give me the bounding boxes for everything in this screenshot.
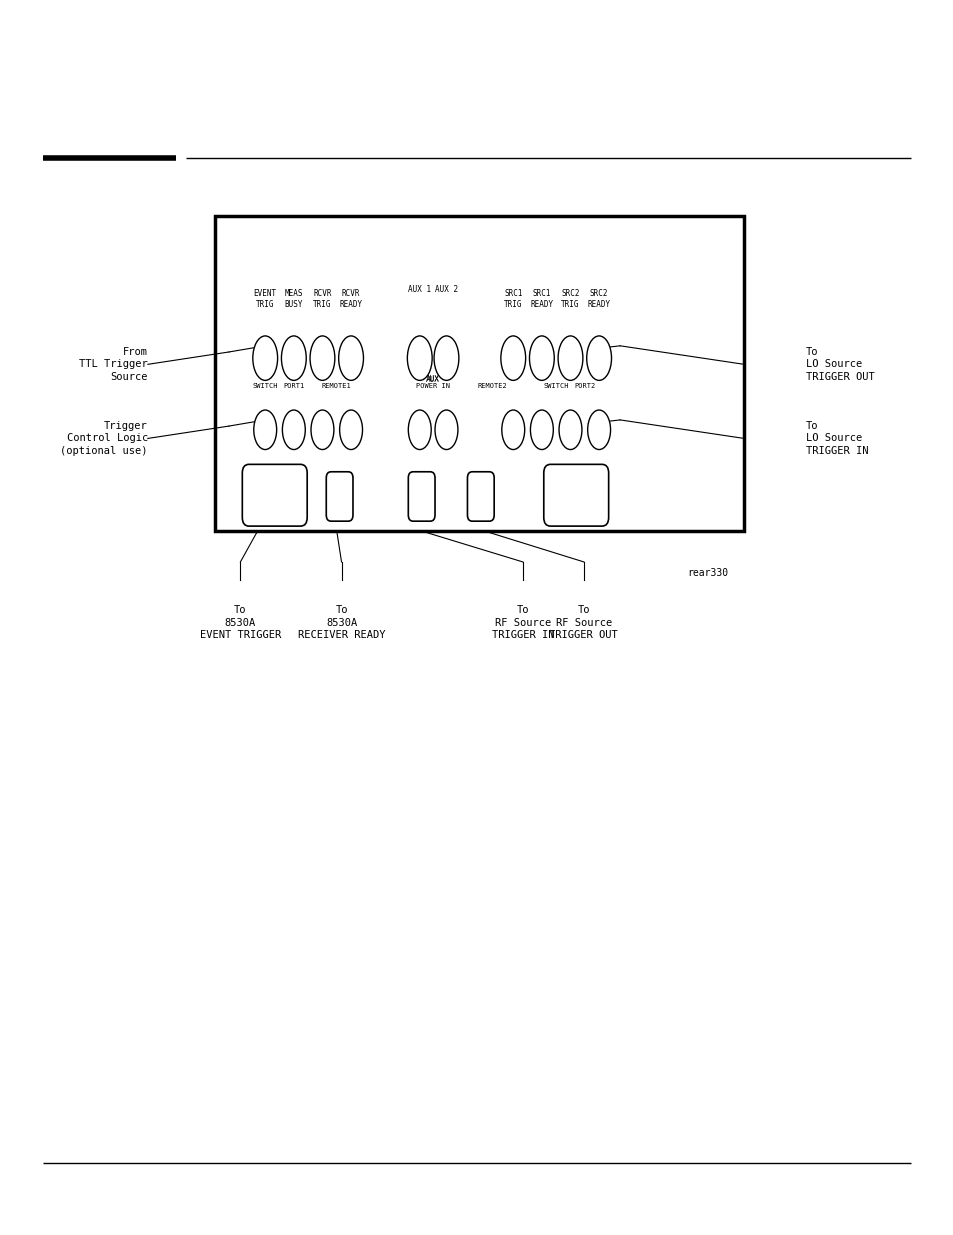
Ellipse shape [586, 336, 611, 380]
Text: SRC2
READY: SRC2 READY [587, 289, 610, 309]
Text: Trigger
Control Logic
(optional use): Trigger Control Logic (optional use) [60, 421, 148, 456]
Text: To
RF Source
TRIGGER IN: To RF Source TRIGGER IN [491, 605, 554, 640]
Text: SRC2
TRIG: SRC2 TRIG [560, 289, 579, 309]
Text: To
LO Source
TRIGGER OUT: To LO Source TRIGGER OUT [805, 347, 874, 382]
Text: rear330: rear330 [686, 568, 727, 578]
Text: REMOTE1: REMOTE1 [321, 383, 352, 389]
Ellipse shape [310, 336, 335, 380]
Text: To
8530A
RECEIVER READY: To 8530A RECEIVER READY [297, 605, 385, 640]
FancyBboxPatch shape [408, 472, 435, 521]
Text: MEAS
BUSY: MEAS BUSY [284, 289, 303, 309]
Text: RCVR
READY: RCVR READY [339, 289, 362, 309]
Ellipse shape [408, 410, 431, 450]
Text: EVENT
TRIG: EVENT TRIG [253, 289, 276, 309]
Bar [214, 216, 743, 531]
Ellipse shape [282, 410, 305, 450]
Ellipse shape [529, 336, 554, 380]
Text: PORT2: PORT2 [574, 383, 595, 389]
Text: To
8530A
EVENT TRIGGER: To 8530A EVENT TRIGGER [199, 605, 281, 640]
Text: PORT1: PORT1 [283, 383, 304, 389]
Text: REMOTE2: REMOTE2 [476, 383, 507, 389]
FancyBboxPatch shape [326, 472, 353, 521]
Text: From
TTL Trigger
Source: From TTL Trigger Source [79, 347, 148, 382]
Ellipse shape [339, 410, 362, 450]
Text: AUX: AUX [426, 375, 439, 384]
FancyBboxPatch shape [467, 472, 494, 521]
Ellipse shape [338, 336, 363, 380]
Ellipse shape [500, 336, 525, 380]
Text: SRC1
TRIG: SRC1 TRIG [503, 289, 522, 309]
FancyBboxPatch shape [543, 464, 608, 526]
Ellipse shape [253, 336, 277, 380]
Text: To
RF Source
TRIGGER OUT: To RF Source TRIGGER OUT [549, 605, 618, 640]
Ellipse shape [558, 336, 582, 380]
Ellipse shape [281, 336, 306, 380]
Ellipse shape [558, 410, 581, 450]
Text: SWITCH: SWITCH [543, 383, 568, 389]
Text: AUX 1: AUX 1 [408, 285, 431, 294]
Text: SRC1
READY: SRC1 READY [530, 289, 553, 309]
Ellipse shape [407, 336, 432, 380]
Text: SWITCH: SWITCH [253, 383, 277, 389]
Ellipse shape [435, 410, 457, 450]
Ellipse shape [253, 410, 276, 450]
FancyBboxPatch shape [242, 464, 307, 526]
Ellipse shape [311, 410, 334, 450]
Ellipse shape [530, 410, 553, 450]
Ellipse shape [501, 410, 524, 450]
Text: AUX
POWER IN: AUX POWER IN [416, 375, 450, 389]
Text: RCVR
TRIG: RCVR TRIG [313, 289, 332, 309]
Ellipse shape [587, 410, 610, 450]
Text: AUX 2: AUX 2 [435, 285, 457, 294]
Text: To
LO Source
TRIGGER IN: To LO Source TRIGGER IN [805, 421, 868, 456]
Ellipse shape [434, 336, 458, 380]
